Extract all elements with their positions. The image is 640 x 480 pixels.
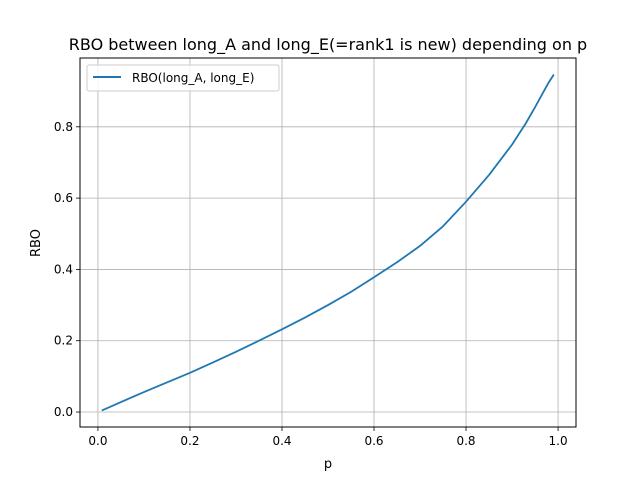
x-tick-label: 0.0 [88,434,107,448]
series-line [101,74,555,412]
y-tick-label: 0.6 [54,191,73,205]
x-axis-label: p [324,457,332,472]
legend-label: RBO(long_A, long_E) [132,71,254,85]
y-tick-label: 0.8 [54,120,73,134]
ticks: 0.0 0.2 0.4 0.6 0.8 1.0 0.0 0.2 0.4 0.6 0.8 [54,120,568,448]
x-tick-label: 0.8 [456,434,475,448]
y-tick-label: 0.2 [54,334,73,348]
x-tick-label: 0.2 [180,434,199,448]
y-axis-label: RBO [29,229,44,257]
series-group [101,74,555,412]
y-tick-label: 0.0 [54,405,73,419]
plot-frame [79,57,577,428]
legend-box [86,64,280,92]
grid [80,58,576,427]
chart-title: RBO between long_A and long_E(=rank1 is … [69,35,587,55]
x-tick-label: 1.0 [549,434,568,448]
x-tick-label: 0.4 [272,434,291,448]
y-tick-label: 0.4 [54,262,73,276]
x-tick-label: 0.6 [364,434,383,448]
legend: RBO(long_A, long_E) [86,64,280,92]
